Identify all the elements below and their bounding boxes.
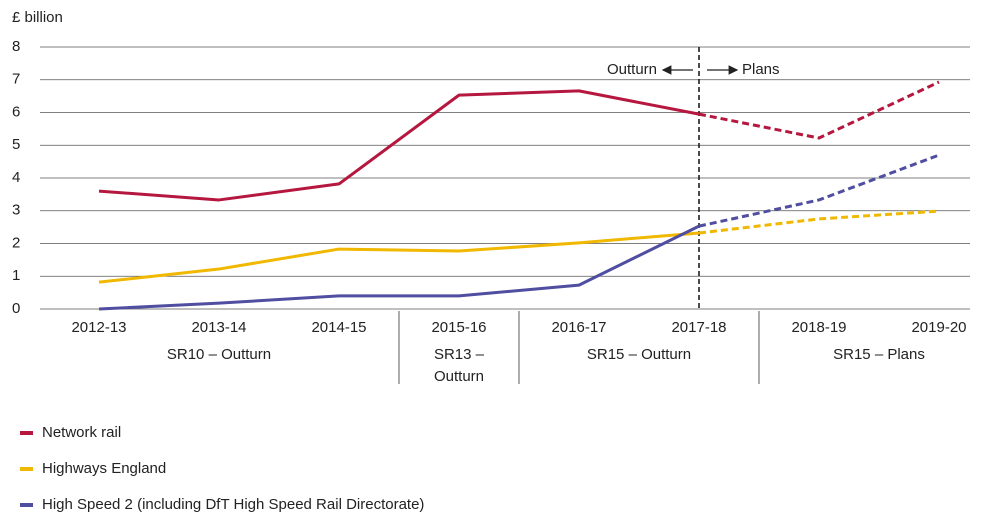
group-label: SR15 – Plans — [833, 346, 925, 363]
group-label: SR13 – — [434, 346, 485, 363]
series-line-plan — [698, 153, 940, 228]
series-line — [98, 89, 700, 202]
y-tick-label: 7 — [12, 71, 20, 88]
series-line-plan — [698, 80, 940, 140]
legend-label: Highways England — [42, 460, 166, 477]
annotation: Plans — [742, 61, 780, 78]
y-tick-label: 8 — [12, 38, 20, 55]
y-tick-label: 5 — [12, 136, 20, 153]
y-tick-label: 0 — [12, 300, 20, 317]
y-tick-label: 3 — [12, 202, 20, 219]
x-tick-label: 2014-15 — [311, 319, 366, 336]
annotation: Outturn — [607, 61, 657, 78]
x-tick-label: 2015-16 — [431, 319, 486, 336]
series-line — [98, 224, 700, 311]
x-tick-label: 2013-14 — [191, 319, 246, 336]
legend-label: Network rail — [42, 424, 121, 441]
group-label: Outturn — [434, 368, 484, 385]
series-line-plan — [698, 209, 940, 235]
series-line — [98, 231, 700, 284]
x-tick-label: 2012-13 — [71, 319, 126, 336]
group-label: SR10 – Outturn — [167, 346, 271, 363]
x-tick-label: 2019-20 — [911, 319, 966, 336]
x-tick-label: 2016-17 — [551, 319, 606, 336]
y-tick-label: 1 — [12, 267, 20, 284]
legend-label: High Speed 2 (including DfT High Speed R… — [42, 496, 424, 513]
x-tick-label: 2017-18 — [671, 319, 726, 336]
y-tick-label: 6 — [12, 103, 20, 120]
y-tick-label: 2 — [12, 234, 20, 251]
x-tick-label: 2018-19 — [791, 319, 846, 336]
group-label: SR15 – Outturn — [587, 346, 691, 363]
y-axis-label: £ billion — [12, 9, 63, 26]
y-tick-label: 4 — [12, 169, 20, 186]
